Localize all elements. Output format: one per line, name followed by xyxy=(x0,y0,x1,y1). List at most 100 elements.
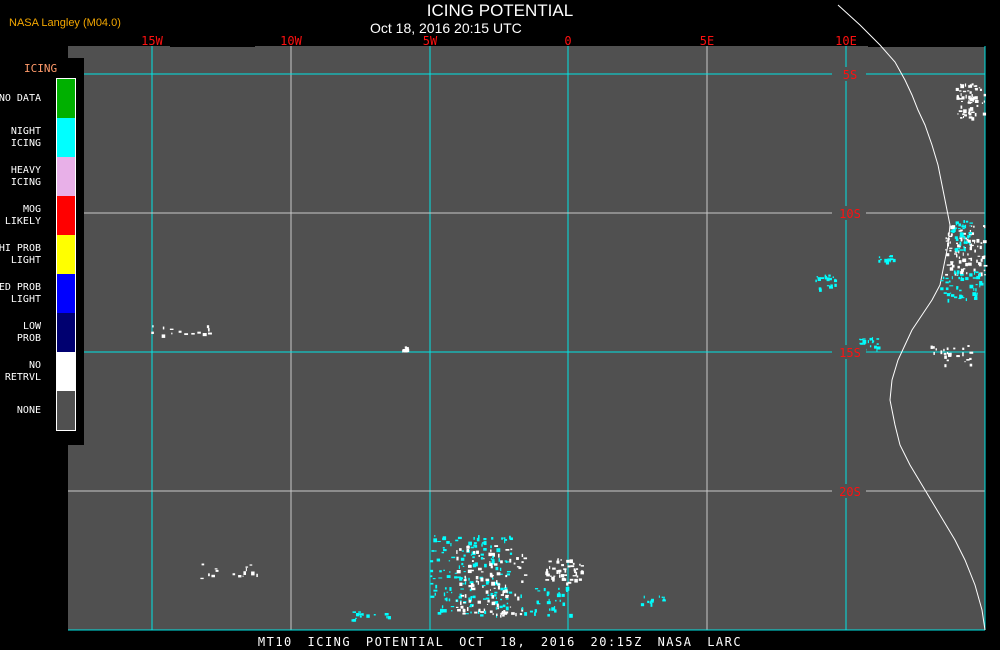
cloud-pixel xyxy=(940,287,944,291)
cloud-pixel xyxy=(492,577,494,580)
cloud-pixel xyxy=(976,275,981,280)
cloud-pixel xyxy=(455,539,459,542)
cloud-pixel xyxy=(960,93,962,96)
cloud-pixel xyxy=(546,601,551,605)
cloud-pixel xyxy=(958,297,962,300)
cloud-pixel xyxy=(562,602,566,607)
cloud-pixel xyxy=(955,87,959,91)
cloud-pixel xyxy=(869,345,872,348)
cloud-pixel xyxy=(935,348,937,351)
cloud-pixel xyxy=(403,348,406,352)
cloud-pixel xyxy=(491,601,496,606)
cloud-pixel xyxy=(567,565,571,568)
cloud-pixel xyxy=(955,223,958,226)
cloud-pixel xyxy=(460,599,462,602)
cloud-pixel xyxy=(828,285,832,289)
cloud-pixel xyxy=(490,549,492,552)
cloud-pixel xyxy=(477,600,481,604)
cloud-pixel xyxy=(979,282,984,286)
cloud-pixel xyxy=(495,597,498,600)
cloud-pixel xyxy=(969,222,973,224)
cloud-pixel xyxy=(958,250,960,254)
cloud-pixel xyxy=(947,233,950,236)
cloud-pixel xyxy=(661,596,663,599)
cloud-pixel xyxy=(494,591,498,594)
cloud-pixel xyxy=(963,232,966,235)
cloud-pixel xyxy=(567,581,572,584)
cloud-pixel xyxy=(965,298,968,302)
legend-swatch xyxy=(57,196,75,235)
map-notch xyxy=(170,42,255,47)
cloud-pixel xyxy=(489,589,491,591)
cloud-pixel xyxy=(640,603,645,607)
cloud-pixel xyxy=(820,277,824,280)
cloud-pixel xyxy=(969,107,974,111)
longitude-label: 5W xyxy=(423,34,438,48)
cloud-pixel xyxy=(509,591,513,594)
cloud-pixel xyxy=(862,339,867,344)
cloud-pixel xyxy=(947,237,950,241)
cloud-pixel xyxy=(962,260,966,262)
cloud-pixel xyxy=(445,597,448,602)
source-label: NASA Langley (M04.0) xyxy=(9,17,121,29)
cloud-pixel xyxy=(565,586,570,591)
cloud-pixel xyxy=(197,331,201,334)
cloud-pixel xyxy=(497,583,501,586)
cloud-pixel xyxy=(491,581,496,586)
cloud-pixel xyxy=(957,228,961,230)
cloud-pixel xyxy=(161,334,166,338)
cloud-pixel xyxy=(515,612,517,617)
cloud-pixel xyxy=(494,545,499,548)
legend-swatch xyxy=(57,79,75,118)
cloud-pixel xyxy=(465,577,467,581)
cloud-pixel xyxy=(509,606,512,608)
cloud-pixel xyxy=(556,560,560,564)
cloud-pixel xyxy=(495,607,498,610)
legend-color-bar: NO DATA NIGHT ICING HEAVY ICING MOG LIKELY H… xyxy=(0,78,76,431)
cloud-pixel xyxy=(546,568,548,572)
cloud-pixel xyxy=(978,87,981,89)
cloud-pixel xyxy=(500,598,503,601)
cloud-pixel xyxy=(470,586,473,590)
cloud-pixel xyxy=(932,346,935,349)
cloud-pixel xyxy=(555,599,557,602)
cloud-pixel xyxy=(442,536,447,541)
cloud-pixel xyxy=(869,338,872,340)
cloud-pixel xyxy=(983,93,986,97)
cloud-pixel xyxy=(491,560,495,565)
legend-label: NONE xyxy=(16,405,41,416)
cloud-pixel xyxy=(497,585,501,590)
legend-label: NO DATA xyxy=(0,93,41,104)
cloud-pixel xyxy=(457,576,461,579)
cloud-pixel xyxy=(830,284,833,287)
cloud-pixel xyxy=(545,579,550,581)
cloud-pixel xyxy=(206,325,210,329)
cloud-pixel xyxy=(470,596,473,599)
cloud-pixel xyxy=(470,597,473,602)
label-backdrop xyxy=(832,67,866,81)
cloud-pixel xyxy=(876,347,878,352)
cloud-pixel xyxy=(959,294,962,299)
cloud-pixel xyxy=(545,571,548,576)
cloud-pixel xyxy=(960,268,965,272)
cloud-pixel xyxy=(483,608,486,612)
cloud-pixel xyxy=(355,617,357,620)
cloud-pixel xyxy=(433,589,438,592)
cloud-pixel xyxy=(171,332,173,335)
legend-swatch xyxy=(57,313,75,352)
cloud-pixel xyxy=(470,584,475,587)
cloud-pixel xyxy=(962,347,965,350)
cloud-pixel xyxy=(505,606,509,611)
cloud-pixel xyxy=(559,571,561,575)
cloud-pixel xyxy=(961,96,965,100)
cloud-pixel xyxy=(977,255,981,257)
cloud-pixel xyxy=(249,564,253,566)
cloud-pixel xyxy=(968,116,973,119)
cloud-pixel xyxy=(430,595,435,598)
cloud-pixel xyxy=(451,556,456,559)
cloud-pixel xyxy=(561,577,564,581)
cloud-pixel xyxy=(971,111,975,114)
cloud-pixel xyxy=(975,283,978,286)
cloud-pixel xyxy=(558,569,562,573)
cloud-pixel xyxy=(973,268,976,272)
